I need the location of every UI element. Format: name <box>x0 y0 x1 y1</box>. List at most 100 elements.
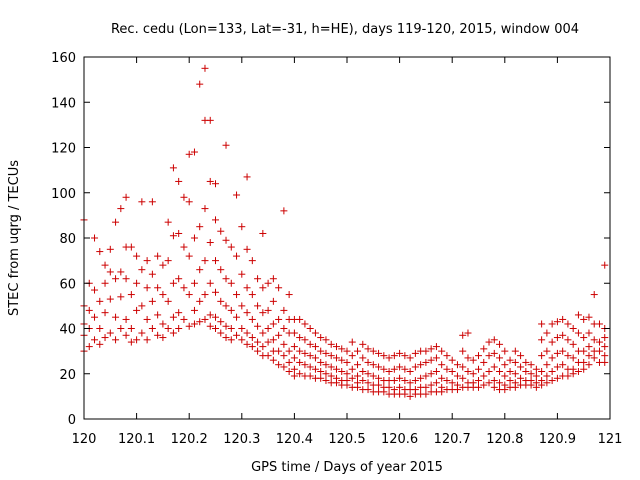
data-point <box>543 329 551 337</box>
data-point <box>280 207 288 215</box>
data-point <box>217 227 225 235</box>
data-point <box>595 320 603 328</box>
y-tick-label: 80 <box>59 232 76 247</box>
data-point <box>538 381 546 389</box>
data-point <box>574 311 582 319</box>
data-point <box>527 361 535 369</box>
x-tick-label: 120.4 <box>276 432 313 447</box>
data-point <box>453 361 461 369</box>
data-point <box>417 361 425 369</box>
data-point <box>322 336 330 344</box>
data-point <box>590 354 598 362</box>
data-point <box>385 383 393 391</box>
data-point <box>306 325 314 332</box>
data-point <box>359 340 367 348</box>
data-point <box>212 313 219 321</box>
data-point <box>574 329 582 337</box>
data-point <box>222 236 230 244</box>
data-point <box>91 313 99 321</box>
data-point <box>538 336 546 344</box>
data-point <box>427 356 435 364</box>
data-point <box>585 361 593 369</box>
data-point <box>490 383 498 391</box>
x-tick-label: 121 <box>598 432 623 447</box>
data-point <box>154 331 162 339</box>
data-point <box>411 349 419 357</box>
data-point <box>290 365 298 373</box>
data-point <box>306 340 314 348</box>
data-point <box>332 379 340 387</box>
data-point <box>354 347 362 355</box>
data-point <box>464 367 472 375</box>
data-point <box>175 177 183 185</box>
data-point <box>301 349 309 357</box>
data-point <box>212 288 219 296</box>
data-points <box>80 64 609 400</box>
data-point <box>196 266 204 274</box>
data-point <box>85 343 93 351</box>
data-point <box>511 370 519 378</box>
data-point <box>595 338 603 346</box>
data-point <box>585 352 593 360</box>
data-point <box>580 334 588 342</box>
data-point <box>380 352 388 360</box>
data-point <box>259 229 267 237</box>
data-point <box>127 338 135 346</box>
data-point <box>438 374 446 382</box>
data-point <box>138 302 146 310</box>
data-point <box>390 365 398 373</box>
data-point <box>422 390 430 398</box>
data-point <box>101 279 109 287</box>
data-point <box>101 334 109 342</box>
data-point <box>264 352 272 360</box>
data-point <box>217 297 225 305</box>
data-point <box>164 218 172 226</box>
data-point <box>354 383 362 391</box>
data-point <box>285 358 293 366</box>
data-point <box>364 370 372 378</box>
data-point <box>196 223 204 231</box>
data-point <box>269 275 277 283</box>
data-point <box>117 325 125 332</box>
data-point <box>96 297 104 305</box>
data-point <box>364 386 372 394</box>
data-point <box>411 363 419 371</box>
data-point <box>101 261 109 269</box>
x-tick: 120.2 <box>171 57 208 447</box>
data-point <box>490 363 498 371</box>
data-point <box>443 377 451 385</box>
data-point <box>375 363 383 371</box>
data-point <box>343 358 351 366</box>
data-point <box>117 268 125 276</box>
y-tick-label: 120 <box>51 142 76 157</box>
data-point <box>296 358 304 366</box>
data-point <box>322 349 330 357</box>
data-point <box>411 377 419 385</box>
data-point <box>396 363 404 371</box>
data-point <box>553 363 561 371</box>
data-point <box>227 306 235 314</box>
data-point <box>332 365 340 373</box>
data-point <box>496 379 504 387</box>
data-point <box>243 173 251 181</box>
data-point <box>275 361 283 369</box>
data-point <box>496 340 504 348</box>
y-tick: 40 <box>59 323 610 338</box>
data-point <box>106 268 114 276</box>
data-point <box>269 336 277 344</box>
data-point <box>422 372 430 380</box>
data-point <box>259 284 267 292</box>
data-point <box>190 306 198 314</box>
data-point <box>190 148 198 156</box>
data-point <box>196 297 204 305</box>
data-point <box>206 311 214 319</box>
data-point <box>206 239 214 247</box>
data-point <box>275 284 283 292</box>
data-point <box>443 365 451 373</box>
data-point <box>390 377 398 385</box>
data-point <box>143 257 151 265</box>
data-point <box>448 356 456 364</box>
data-point <box>122 275 130 283</box>
data-point <box>280 363 288 371</box>
data-point <box>91 234 99 242</box>
